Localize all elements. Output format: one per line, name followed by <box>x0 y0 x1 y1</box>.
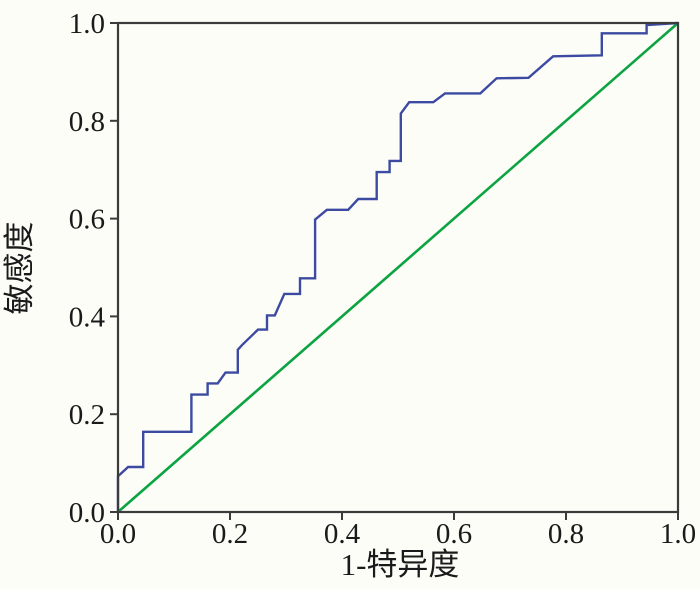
y-tick-label: 0.8 <box>69 106 105 138</box>
reference-line <box>117 22 679 513</box>
y-tick-label: 1.0 <box>69 8 105 40</box>
x-axis-title: 1-特异度 <box>341 547 460 582</box>
y-tick-label: 0.0 <box>69 497 105 529</box>
y-tick-label: 0.2 <box>69 399 105 431</box>
x-tick-label: 0.2 <box>212 518 248 550</box>
x-tick-label: 1.0 <box>660 518 696 550</box>
x-tick-label: 0.0 <box>100 518 136 550</box>
roc-curve <box>116 21 679 512</box>
y-tick-label: 0.4 <box>69 301 106 333</box>
x-tick-label: 0.8 <box>548 518 584 550</box>
plot-border <box>116 21 680 514</box>
y-axis-title: 敏感度 <box>2 222 37 315</box>
x-tick-label: 0.6 <box>436 518 472 550</box>
x-tick-label: 0.4 <box>324 518 361 550</box>
y-tick-label: 0.6 <box>69 204 105 236</box>
